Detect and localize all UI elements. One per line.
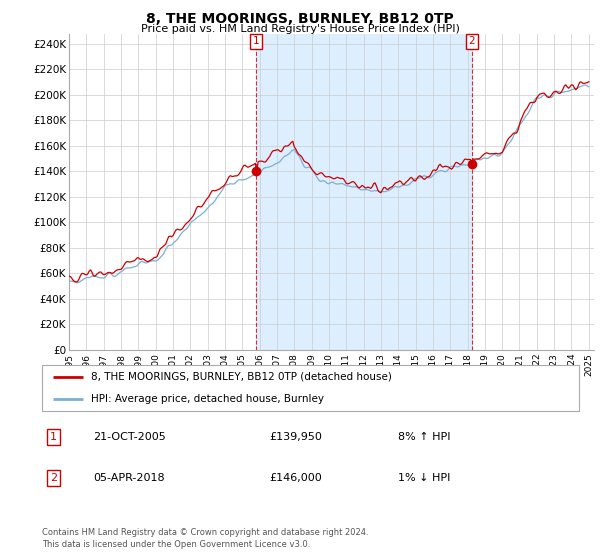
Text: 1: 1 <box>50 432 57 442</box>
Text: Contains HM Land Registry data © Crown copyright and database right 2024.: Contains HM Land Registry data © Crown c… <box>42 528 368 536</box>
Text: Price paid vs. HM Land Registry's House Price Index (HPI): Price paid vs. HM Land Registry's House … <box>140 24 460 34</box>
Text: 8, THE MOORINGS, BURNLEY, BB12 0TP: 8, THE MOORINGS, BURNLEY, BB12 0TP <box>146 12 454 26</box>
Text: 21-OCT-2005: 21-OCT-2005 <box>94 432 166 442</box>
Text: £146,000: £146,000 <box>269 473 322 483</box>
Bar <box>256 34 472 350</box>
Text: 1: 1 <box>253 36 259 46</box>
Text: 2: 2 <box>469 36 475 46</box>
Text: 8% ↑ HPI: 8% ↑ HPI <box>398 432 451 442</box>
Text: 05-APR-2018: 05-APR-2018 <box>94 473 165 483</box>
FancyBboxPatch shape <box>42 365 580 410</box>
Text: 2: 2 <box>50 473 57 483</box>
Text: 1% ↓ HPI: 1% ↓ HPI <box>398 473 451 483</box>
Text: 8, THE MOORINGS, BURNLEY, BB12 0TP (detached house): 8, THE MOORINGS, BURNLEY, BB12 0TP (deta… <box>91 372 391 382</box>
Text: HPI: Average price, detached house, Burnley: HPI: Average price, detached house, Burn… <box>91 394 323 404</box>
Text: £139,950: £139,950 <box>269 432 322 442</box>
Text: This data is licensed under the Open Government Licence v3.0.: This data is licensed under the Open Gov… <box>42 540 310 549</box>
